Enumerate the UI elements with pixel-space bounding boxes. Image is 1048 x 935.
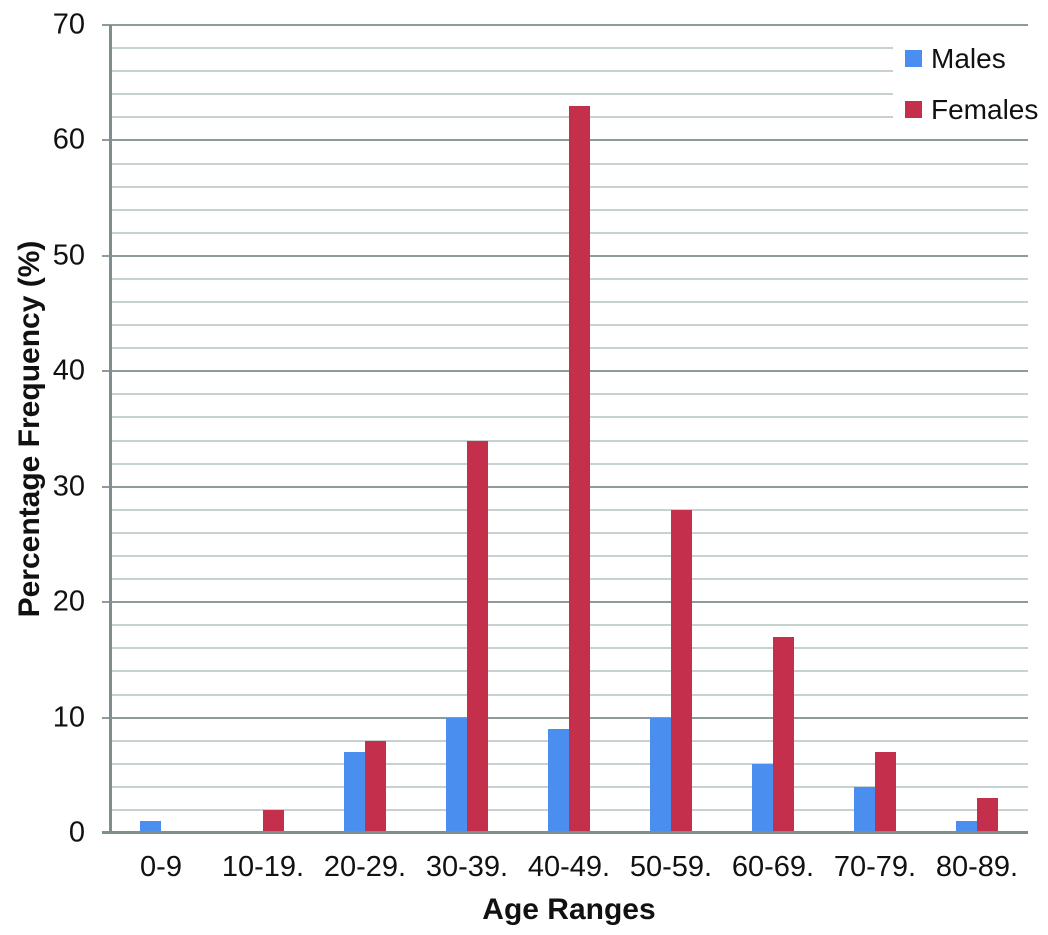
gridline-major	[102, 24, 1028, 26]
x-tick-label: 80-89.	[935, 851, 1019, 883]
x-axis-title: Age Ranges	[482, 893, 656, 926]
y-tick-label: 70	[52, 8, 85, 41]
legend-label: Females	[931, 93, 1039, 125]
y-tick-label: 20	[52, 585, 85, 618]
gridline-major	[102, 485, 1028, 488]
x-tick-label: 60-69.	[731, 851, 815, 883]
y-tick-label: 10	[52, 701, 85, 734]
bar-males-70-79	[854, 786, 875, 833]
x-tick-label: 50-59.	[629, 851, 713, 883]
y-axis-title: Percentage Frequency (%)	[13, 240, 46, 618]
legend-swatch-females-icon	[905, 101, 922, 118]
y-tick-label: 60	[52, 123, 85, 156]
bar-males-0-9	[140, 821, 161, 833]
bar-females-60-69	[773, 636, 794, 833]
bar-females-50-59	[671, 509, 692, 833]
bar-females-70-79	[875, 752, 896, 833]
legend-label: Males	[931, 42, 1006, 74]
gridline-minor	[110, 93, 1028, 96]
legend: Males Females	[893, 33, 1039, 135]
y-tick-label: 40	[52, 354, 85, 387]
gridline-major	[102, 716, 1028, 719]
gridline-minor	[110, 70, 1028, 73]
bar-males-20-29	[344, 752, 365, 833]
gridline-major	[102, 254, 1028, 257]
x-tick-label: 20-29.	[323, 851, 407, 883]
bar-males-30-39	[446, 717, 467, 833]
bar-females-10-19	[263, 809, 284, 833]
y-axis-line	[109, 25, 112, 833]
x-tick-label: 0-9	[140, 851, 182, 883]
bar-males-60-69	[752, 763, 773, 833]
gridline-major	[102, 139, 1028, 142]
x-tick-label: 10-19.	[221, 851, 305, 883]
bar-females-80-89	[977, 798, 998, 833]
gridline-major	[102, 370, 1028, 373]
bar-females-30-39	[467, 440, 488, 833]
bar-males-80-89	[956, 821, 977, 833]
y-tick-label: 30	[52, 470, 85, 503]
bar-females-20-29	[365, 740, 386, 833]
gridline-minor	[110, 47, 1028, 50]
legend-item-females: Females	[905, 93, 1039, 125]
x-tick-label: 40-49.	[527, 851, 611, 883]
x-axis-line	[102, 831, 1028, 834]
bar-males-50-59	[650, 717, 671, 833]
plot-area: 0 10 20 30 40 50 60 70 0-9 10-19. 20-29. 30-39. 40-4…	[53, 10, 1028, 882]
x-tick-label: 70-79.	[833, 851, 917, 883]
y-tick-label: 50	[52, 239, 85, 272]
y-tick-label: 0	[68, 816, 85, 849]
legend-swatch-males-icon	[905, 50, 922, 67]
bar-females-40-49	[569, 105, 590, 833]
bar-males-40-49	[548, 729, 569, 833]
gridline-major	[102, 601, 1028, 604]
x-tick-label: 30-39.	[425, 851, 509, 883]
legend-item-males: Males	[905, 42, 1035, 74]
